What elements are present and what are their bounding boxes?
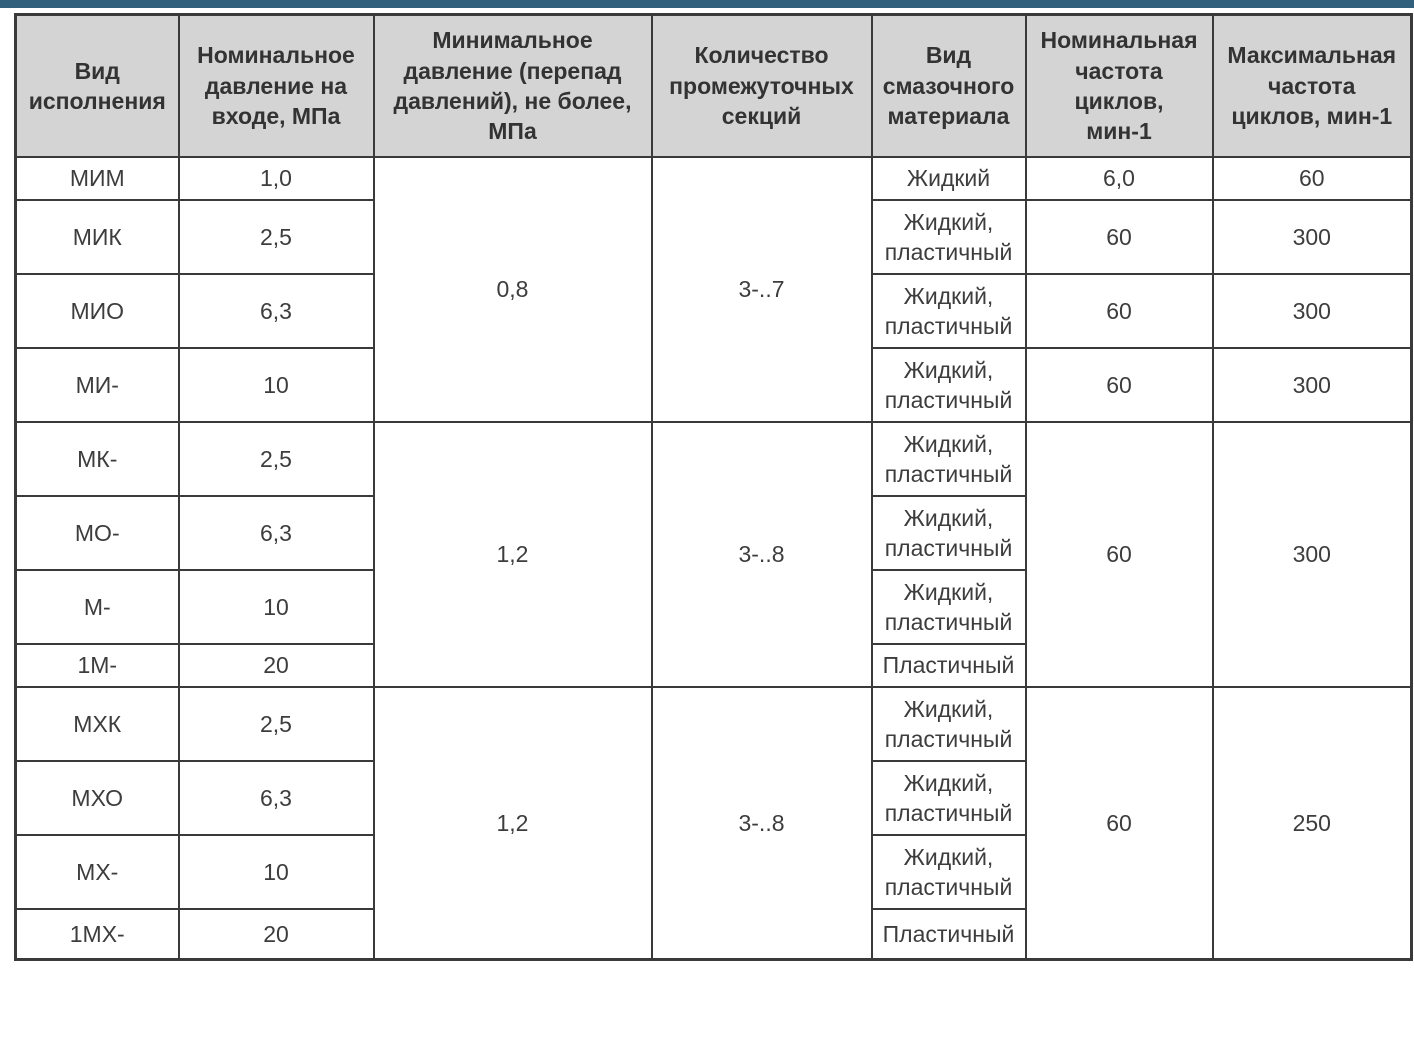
cell-inlet-pressure: 2,5 [177,421,375,497]
cell-lubricant: Пластичный [870,908,1027,960]
cell-sections-merged: 3-..8 [650,421,873,688]
cell-min-pressure-merged: 1,2 [372,686,653,960]
cell-execution-type: МИМ [14,156,180,201]
cell-execution-type: МХК [14,686,180,762]
cell-nominal-frequency: 60 [1024,273,1214,349]
cell-max-frequency: 60 [1211,156,1413,201]
table-row: 1М- 20 Пластичный [14,643,1412,688]
cell-inlet-pressure: 10 [177,347,375,423]
cell-inlet-pressure: 6,3 [177,760,375,836]
cell-execution-type: МХ- [14,834,180,910]
cell-inlet-pressure: 2,5 [177,686,375,762]
cell-nominal-frequency: 6,0 [1024,156,1214,201]
column-header-execution-type: Вид исполнения [14,13,180,158]
cell-inlet-pressure: 6,3 [177,495,375,571]
cell-nominal-frequency-merged: 60 [1024,686,1214,960]
cell-inlet-pressure: 2,5 [177,199,375,275]
cell-inlet-pressure: 1,0 [177,156,375,201]
cell-lubricant: Жидкий, пластичный [870,760,1027,836]
cell-execution-type: МИО [14,273,180,349]
cell-inlet-pressure: 6,3 [177,273,375,349]
cell-lubricant: Жидкий, пластичный [870,686,1027,762]
cell-lubricant: Жидкий, пластичный [870,199,1027,275]
column-header-min-pressure: Минимальное давление (перепад давлений),… [372,13,653,158]
table-row: МИ- 10 Жидкий, пластичный 60 300 [14,347,1413,423]
table-row: МХ- 10 Жидкий, пластичный [14,834,1412,910]
cell-lubricant: Жидкий [870,156,1027,201]
cell-execution-type: МИ- [14,347,180,423]
table-row: МК- 2,5 1,2 3-..8 Жидкий, пластичный 60 … [14,421,1413,688]
spec-table-container: Вид исполнения Номинальное давление на в… [0,8,1414,961]
cell-sections-merged: 3-..8 [650,686,873,960]
cell-execution-type: МК- [14,421,180,497]
table-row: МХО 6,3 Жидкий, пластичный [14,760,1412,836]
cell-lubricant: Жидкий, пластичный [870,347,1027,423]
cell-execution-type: МО- [14,495,180,571]
cell-max-frequency: 300 [1211,273,1413,349]
cell-execution-type: 1МХ- [14,908,180,960]
top-accent-bar [0,0,1414,8]
cell-max-frequency: 300 [1211,347,1413,423]
cell-sections-merged: 3-..7 [650,156,873,423]
cell-lubricant: Жидкий, пластичный [870,421,1027,497]
cell-inlet-pressure: 10 [177,834,375,910]
table-row: МИО 6,3 Жидкий, пластичный 60 300 [14,273,1413,349]
cell-execution-type: МИК [14,199,180,275]
table-row: 1МХ- 20 Пластичный [14,908,1412,960]
column-header-inlet-pressure: Номинальное давление на входе, МПа [177,13,375,158]
cell-execution-type: 1М- [14,643,180,688]
cell-nominal-frequency-merged: 60 [1024,421,1214,688]
column-header-lubricant: Вид смазочного материала [870,13,1027,158]
table-row: МИМ 1,0 0,8 3-..7 Жидкий 6,0 60 [14,156,1413,423]
cell-nominal-frequency: 60 [1024,199,1214,275]
column-header-max-frequency: Максимальная частота циклов, мин-1 [1211,13,1413,158]
cell-max-frequency-merged: 250 [1211,686,1413,960]
cell-lubricant: Жидкий, пластичный [870,569,1027,645]
cell-max-frequency: 300 [1211,199,1413,275]
table-row: МО- 6,3 Жидкий, пластичный [14,495,1412,571]
table-row: МИК 2,5 Жидкий, пластичный 60 300 [14,199,1413,275]
table-row: М- 10 Жидкий, пластичный [14,569,1412,645]
spec-table: Вид исполнения Номинальное давление на в… [14,13,1413,961]
cell-lubricant: Пластичный [870,643,1027,688]
cell-lubricant: Жидкий, пластичный [870,834,1027,910]
cell-inlet-pressure: 20 [177,908,375,960]
cell-execution-type: МХО [14,760,180,836]
cell-inlet-pressure: 20 [177,643,375,688]
header-row: Вид исполнения Номинальное давление на в… [14,13,1413,158]
cell-lubricant: Жидкий, пластичный [870,495,1027,571]
cell-max-frequency-merged: 300 [1211,421,1413,688]
cell-min-pressure-merged: 1,2 [372,421,653,688]
column-header-sections: Количество промежуточных секций [650,13,873,158]
cell-lubricant: Жидкий, пластичный [870,273,1027,349]
cell-execution-type: М- [14,569,180,645]
cell-min-pressure-merged: 0,8 [372,156,653,423]
column-header-nominal-frequency: Номинальная частота циклов, мин-1 [1024,13,1214,158]
table-row: МХК 2,5 1,2 3-..8 Жидкий, пластичный 60 … [14,686,1413,960]
cell-nominal-frequency: 60 [1024,347,1214,423]
cell-inlet-pressure: 10 [177,569,375,645]
